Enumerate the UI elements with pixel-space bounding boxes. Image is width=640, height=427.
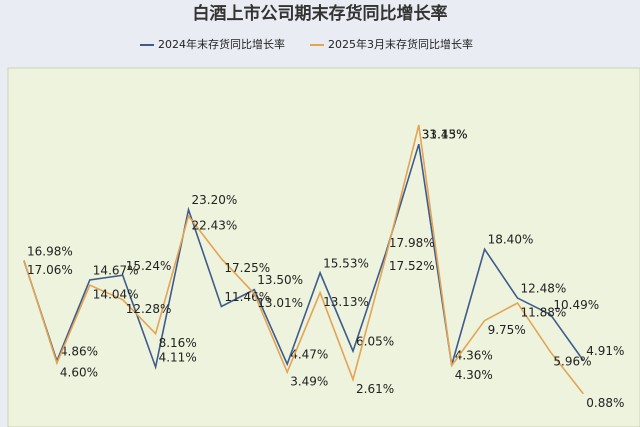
legend-label: 2025年3月末存货同比增长率 xyxy=(328,37,473,51)
data-label: 17.52% xyxy=(389,259,435,273)
data-label: 4.36% xyxy=(455,349,493,363)
data-label: 17.25% xyxy=(224,261,270,275)
data-label: 15.24% xyxy=(126,259,172,273)
data-label: 33.45% xyxy=(422,128,468,142)
data-label: 11.46% xyxy=(224,290,270,304)
series-line xyxy=(23,143,584,371)
legend-label: 2024年末存货同比增长率 xyxy=(158,37,285,51)
data-label: 17.98% xyxy=(389,236,435,250)
data-label: 15.53% xyxy=(323,256,369,270)
data-label: 17.06% xyxy=(27,263,73,277)
data-label: 22.43% xyxy=(192,218,238,232)
data-label: 10.49% xyxy=(553,298,599,312)
data-label: 0.88% xyxy=(586,396,624,410)
data-label: 3.49% xyxy=(290,375,328,389)
data-label: 4.86% xyxy=(60,344,98,358)
data-label: 4.91% xyxy=(586,344,624,358)
data-label: 12.48% xyxy=(521,282,567,296)
data-label: 2.61% xyxy=(356,382,394,396)
data-label: 23.20% xyxy=(192,193,238,207)
data-label: 8.16% xyxy=(159,336,197,350)
data-label: 5.96% xyxy=(553,354,591,368)
data-label: 13.13% xyxy=(323,295,369,309)
data-label: 4.30% xyxy=(455,368,493,382)
chart-title: 白酒上市公司期末存货同比增长率 xyxy=(193,3,448,24)
data-label: 11.88% xyxy=(521,305,567,319)
data-label: 4.11% xyxy=(159,351,197,365)
data-label: 14.04% xyxy=(93,288,139,302)
data-label: 4.60% xyxy=(60,366,98,380)
plot-area xyxy=(7,67,640,427)
data-label: 13.01% xyxy=(257,296,303,310)
data-label: 12.28% xyxy=(126,302,172,316)
data-label: 13.50% xyxy=(257,273,303,287)
data-label: 6.05% xyxy=(356,335,394,349)
series-line xyxy=(23,124,584,395)
data-label: 16.98% xyxy=(27,244,73,258)
data-label: 18.40% xyxy=(488,233,534,247)
data-label: 31.13% xyxy=(422,128,468,142)
data-label: 9.75% xyxy=(488,323,526,337)
data-label: 4.47% xyxy=(290,348,328,362)
data-label: 14.67% xyxy=(93,263,139,277)
